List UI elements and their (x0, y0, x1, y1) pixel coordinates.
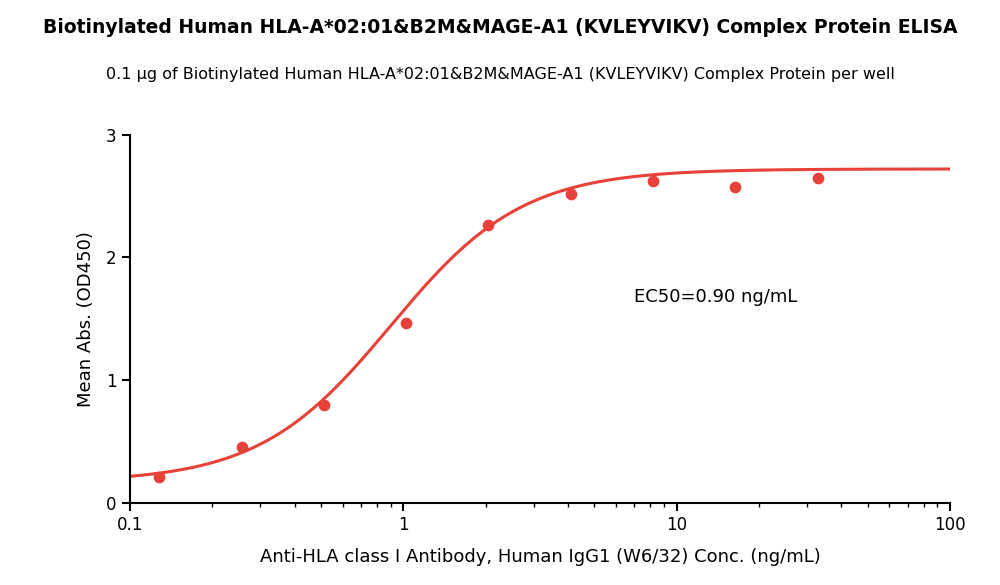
Text: Biotinylated Human HLA-A*02:01&B2M&MAGE-A1 (KVLEYVIKV) Complex Protein ELISA: Biotinylated Human HLA-A*02:01&B2M&MAGE-… (43, 18, 957, 36)
Point (810, 173, 826, 183)
Point (398, 318, 414, 327)
Point (727, 183, 743, 192)
Point (234, 442, 250, 451)
Text: EC50=0.90 ng/mL: EC50=0.90 ng/mL (634, 288, 798, 306)
Point (151, 473, 167, 482)
X-axis label: Anti-HLA class I Antibody, Human IgG1 (W6/32) Conc. (ng/mL): Anti-HLA class I Antibody, Human IgG1 (W… (260, 548, 820, 566)
Y-axis label: Mean Abs. (OD450): Mean Abs. (OD450) (77, 231, 95, 407)
Point (316, 400, 332, 410)
Text: 0.1 μg of Biotinylated Human HLA-A*02:01&B2M&MAGE-A1 (KVLEYVIKV) Complex Protein: 0.1 μg of Biotinylated Human HLA-A*02:01… (106, 67, 894, 82)
Point (480, 221, 496, 230)
Point (563, 189, 579, 198)
Point (645, 177, 661, 186)
